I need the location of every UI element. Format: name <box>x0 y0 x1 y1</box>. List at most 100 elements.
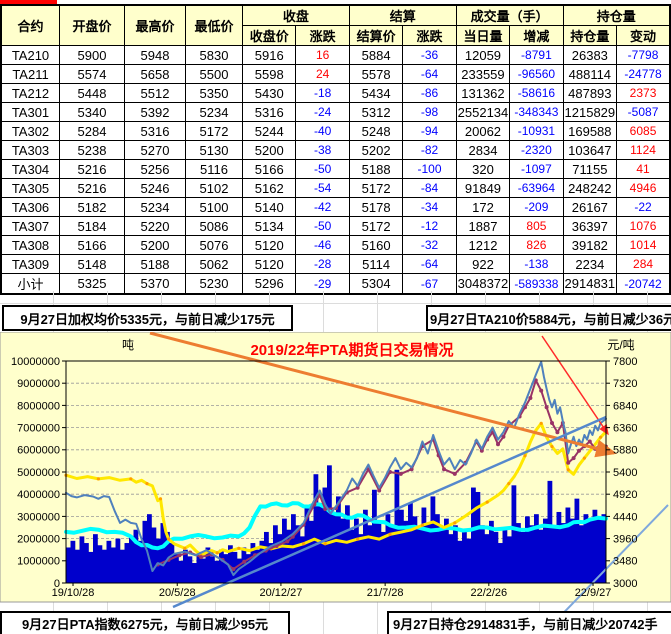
cell: 5884 <box>348 45 404 65</box>
cell: TA309 <box>0 254 60 274</box>
cell: 5598 <box>241 64 297 84</box>
cell: TA305 <box>0 178 60 198</box>
svg-text:9000000: 9000000 <box>17 378 60 390</box>
cell: 5448 <box>59 83 125 103</box>
cell: 1887 <box>455 216 511 236</box>
cell: -8791 <box>509 45 564 65</box>
cell: -5087 <box>616 102 671 122</box>
table-row: TA306 5182 5234 5100 5140 -42 5178 -34 172 -209 26… <box>0 197 671 217</box>
cell: 2552134 <box>455 102 511 122</box>
cell: 12059 <box>455 45 511 65</box>
cell: 5256 <box>124 159 186 179</box>
cell: 2234 <box>562 254 618 274</box>
cell: TA211 <box>0 64 60 84</box>
cell: -84 <box>402 178 457 198</box>
cell: -82 <box>402 140 457 160</box>
cell: 5086 <box>185 216 243 236</box>
chart-title: 2019/22年PTA期货日交易情况 <box>250 341 453 359</box>
svg-text:19/10/28: 19/10/28 <box>52 587 95 599</box>
cell: 3048372 <box>455 273 511 295</box>
table-row: TA212 5448 5512 5350 5430 -18 5434 -86 131362 -58… <box>0 83 671 103</box>
cell: 1124 <box>616 140 671 160</box>
cell: 5350 <box>185 83 243 103</box>
table-row: TA304 5216 5256 5116 5166 -50 5188 -100 320 -1097… <box>0 159 671 179</box>
table-row: TA305 5216 5246 5102 5162 -54 5172 -84 91849 -639… <box>0 178 671 198</box>
cell: 5216 <box>59 159 125 179</box>
cell: 5166 <box>59 235 125 255</box>
cell: 41 <box>616 159 671 179</box>
group-header-3: 持仓量 <box>562 4 671 26</box>
table-row: TA210 5900 5948 5830 5916 16 5884 -36 12059 -8791… <box>0 45 671 65</box>
cell: TA302 <box>0 121 60 141</box>
cell: 5900 <box>59 45 125 65</box>
cell: -63964 <box>509 178 564 198</box>
cell: 5340 <box>59 102 125 122</box>
cell: -54 <box>295 178 350 198</box>
cell: -40 <box>295 121 350 141</box>
table-row: 小计 5325 5370 5230 5296 -29 5304 -67 3048372 -5893… <box>0 273 671 295</box>
cell: 5114 <box>348 254 404 274</box>
cell: 5284 <box>59 121 125 141</box>
cell: 5312 <box>348 102 404 122</box>
sub-header-2-1: 增减 <box>509 25 564 46</box>
cell: 233559 <box>455 64 511 84</box>
cell: 284 <box>616 254 671 274</box>
sub-header-3-0: 持仓量 <box>562 25 618 46</box>
svg-text:21/7/28: 21/7/28 <box>367 587 404 599</box>
cell: 5216 <box>59 178 125 198</box>
cell: 5200 <box>241 140 297 160</box>
cell: -64 <box>402 64 457 84</box>
descending-resistance-line <box>149 332 617 458</box>
cell: -86 <box>402 83 457 103</box>
svg-text:3000000: 3000000 <box>17 511 60 523</box>
cell: 91849 <box>455 178 511 198</box>
cell: -34 <box>402 197 457 217</box>
cell: TA308 <box>0 235 60 255</box>
cell: -100 <box>402 159 457 179</box>
cell: -7798 <box>616 45 671 65</box>
cell: 20062 <box>455 121 511 141</box>
svg-text:3960: 3960 <box>613 533 637 545</box>
cell: 5134 <box>241 216 297 236</box>
sub-header-0-0: 收盘价 <box>241 25 297 46</box>
cell: 5120 <box>241 254 297 274</box>
cell: -50 <box>295 216 350 236</box>
sub-header-2-0: 当日量 <box>455 25 511 46</box>
cell: 4946 <box>616 178 671 198</box>
left-axis: 0 1000000 2000000 3000000 4000000 5000000 6000… <box>11 356 66 590</box>
cell: 5172 <box>185 121 243 141</box>
cell: 24 <box>295 64 350 84</box>
series-加权均价 <box>64 421 608 557</box>
svg-text:7000000: 7000000 <box>17 422 60 434</box>
futures-table-header: 合约 开盘价 最高价 最低价 收盘 结算 成交量（手） 持仓量 收盘价 涨跌 结算价 涨跌 当日量 增减持… <box>0 4 671 46</box>
svg-text:6360: 6360 <box>613 422 637 434</box>
svg-text:5400: 5400 <box>613 467 637 479</box>
cell: 5234 <box>124 197 186 217</box>
cell: -36 <box>402 45 457 65</box>
svg-text:22/2/26: 22/2/26 <box>470 587 507 599</box>
cell: -12 <box>402 216 457 236</box>
group-header-1: 结算 <box>348 4 457 26</box>
cell: -46 <box>295 235 350 255</box>
svg-text:4920: 4920 <box>613 489 637 501</box>
sub-header-3-1: 变动 <box>616 25 671 46</box>
cell: -138 <box>509 254 564 274</box>
cell: 26383 <box>562 45 618 65</box>
cell: -38 <box>295 140 350 160</box>
annotation-ta210-price: 9月27日TA210价5884元，与前日减少36元 <box>426 305 671 331</box>
cell: 1215829 <box>562 102 618 122</box>
cell: 5120 <box>241 235 297 255</box>
svg-text:22/9/27: 22/9/27 <box>575 587 612 599</box>
cell: -20742 <box>616 273 671 295</box>
cell: 5160 <box>348 235 404 255</box>
cell: 26167 <box>562 197 618 217</box>
cell: 248242 <box>562 178 618 198</box>
descending-short-line <box>541 335 609 436</box>
annotation-open-interest: 9月27日持仓2914831手，与前日减少20742手 <box>387 611 671 634</box>
svg-text:20/5/28: 20/5/28 <box>159 587 196 599</box>
cell: 5172 <box>348 178 404 198</box>
cell: -24778 <box>616 64 671 84</box>
cell: 5188 <box>348 159 404 179</box>
cell: 5316 <box>124 121 186 141</box>
